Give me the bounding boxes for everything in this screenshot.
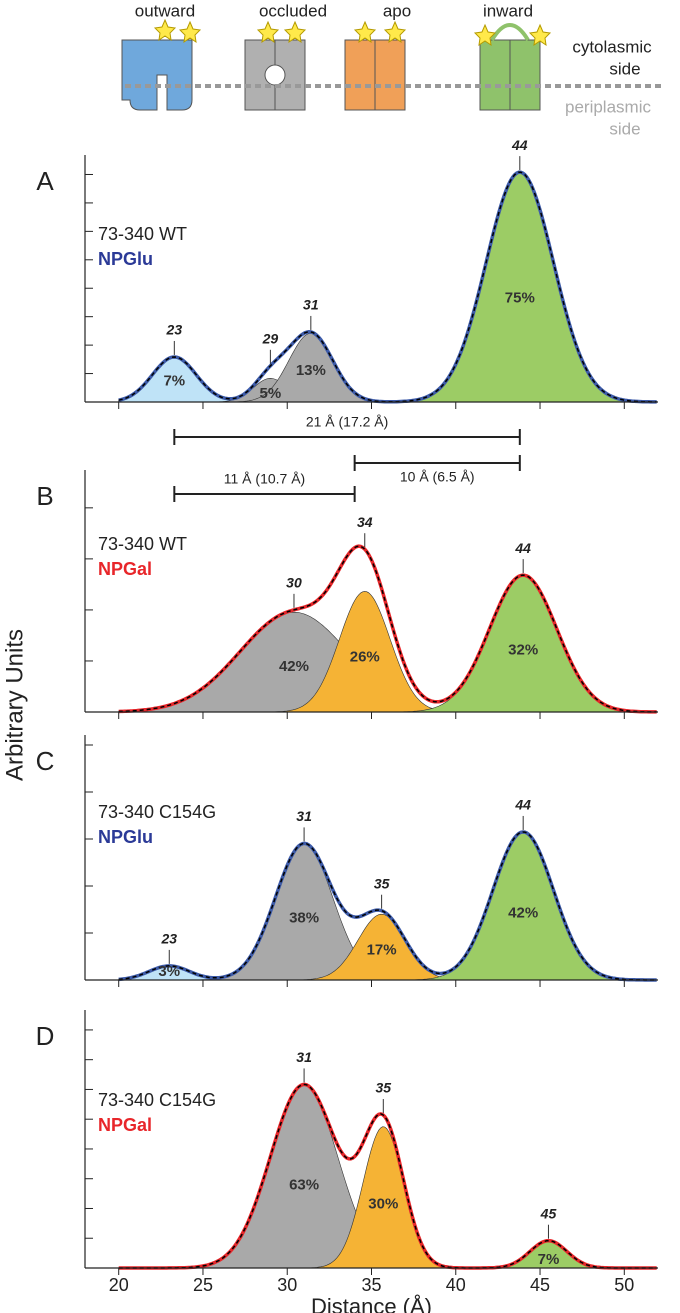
- peak-label: 31: [296, 808, 312, 824]
- panel-letter: B: [36, 481, 53, 511]
- state-label: inward: [483, 1, 533, 20]
- sample-label: 73-340 WT: [98, 534, 187, 554]
- model-fit: [118, 831, 657, 981]
- state-label: apo: [383, 1, 411, 20]
- sample-label: 73-340 C154G: [98, 1090, 216, 1110]
- state-label: outward: [135, 1, 195, 20]
- peak-label: 34: [357, 514, 373, 530]
- bracket-label: 21 Å (17.2 Å): [306, 414, 389, 430]
- model-fit: [118, 545, 657, 713]
- peak-label: 45: [540, 1205, 557, 1221]
- x-tick-label: 35: [361, 1275, 381, 1295]
- x-tick-label: 40: [446, 1275, 466, 1295]
- percent-label: 42%: [279, 658, 309, 675]
- percent-label: 30%: [368, 1195, 398, 1212]
- y-axis-label: Arbitrary Units: [1, 629, 28, 781]
- substrate-label: NPGal: [98, 1115, 152, 1135]
- side-label: side: [609, 119, 640, 138]
- total-fit: [118, 1082, 657, 1270]
- peak-label: 44: [514, 540, 531, 556]
- state-label: occluded: [259, 1, 327, 20]
- x-tick-label: 25: [193, 1275, 213, 1295]
- x-tick-label: 20: [109, 1275, 129, 1295]
- percent-label: 5%: [260, 385, 282, 402]
- x-axis-label: Distance (Å): [311, 1294, 432, 1313]
- peak-label: 31: [296, 1049, 312, 1065]
- percent-label: 63%: [289, 1176, 319, 1193]
- state-cartoons: [121, 18, 552, 111]
- percent-label: 3%: [158, 963, 180, 980]
- bracket-label: 11 Å (10.7 Å): [224, 471, 305, 487]
- model-fit: [118, 171, 657, 403]
- peak-label: 35: [374, 875, 390, 891]
- peak-label: 31: [303, 297, 319, 313]
- component-area: [118, 171, 659, 403]
- peak-label: 29: [262, 330, 279, 346]
- peak-label: 44: [511, 137, 528, 153]
- x-tick-label: 50: [614, 1275, 634, 1295]
- peak-label: 30: [286, 575, 302, 591]
- x-tick-label: 30: [277, 1275, 297, 1295]
- percent-label: 75%: [505, 290, 535, 307]
- percent-label: 7%: [163, 373, 185, 390]
- panel-letter: C: [36, 746, 55, 776]
- substrate-label: NPGal: [98, 559, 152, 579]
- percent-label: 32%: [508, 641, 538, 658]
- side-label: cytolasmic: [572, 37, 652, 56]
- percent-label: 26%: [350, 649, 380, 666]
- substrate-label: NPGlu: [98, 249, 153, 269]
- sample-label: 73-340 WT: [98, 224, 187, 244]
- sample-label: 73-340 C154G: [98, 802, 216, 822]
- peak-label: 23: [166, 322, 183, 338]
- peak-label: 35: [376, 1080, 392, 1096]
- percent-label: 42%: [508, 904, 538, 921]
- peak-label: 44: [514, 797, 531, 813]
- panel-letter: A: [36, 166, 54, 196]
- side-label: periplasmic: [565, 97, 651, 116]
- percent-label: 13%: [296, 362, 326, 379]
- x-tick-label: 45: [530, 1275, 550, 1295]
- percent-label: 17%: [367, 941, 397, 958]
- percent-label: 7%: [538, 1251, 560, 1268]
- side-label: side: [609, 59, 640, 78]
- substrate-label: NPGlu: [98, 827, 153, 847]
- bracket-label: 10 Å (6.5 Å): [400, 469, 475, 485]
- panel-letter: D: [36, 1021, 55, 1051]
- percent-label: 38%: [289, 910, 319, 927]
- peak-label: 23: [160, 931, 177, 947]
